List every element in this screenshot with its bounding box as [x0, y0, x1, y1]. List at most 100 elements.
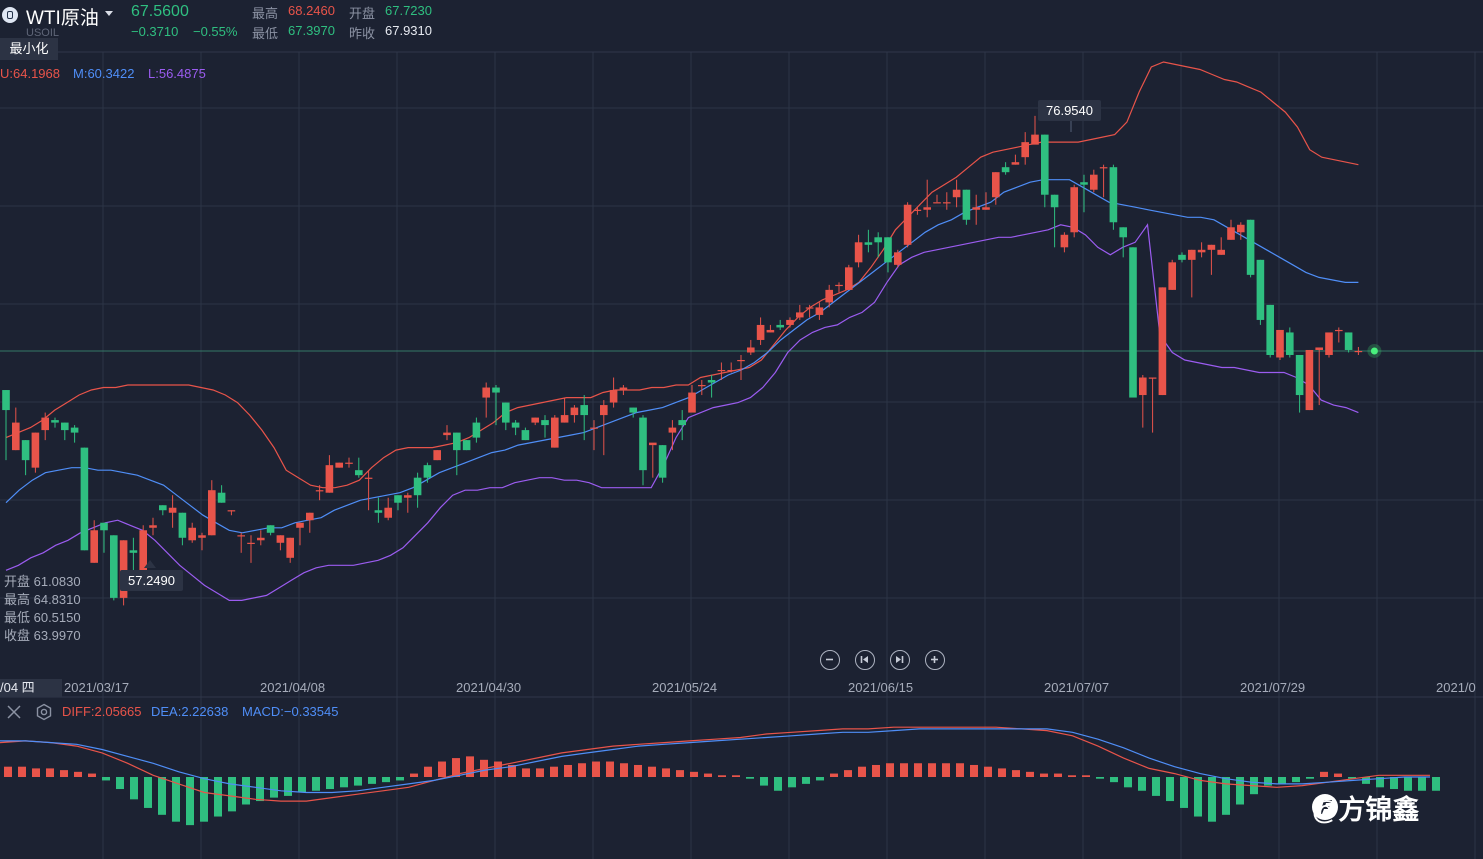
candle: [884, 237, 892, 263]
candle: [41, 417, 49, 431]
macd-bar: [1208, 777, 1216, 822]
candle: [913, 209, 922, 211]
symbol-title[interactable]: WTI原油: [26, 8, 99, 29]
macd-bar: [1432, 777, 1440, 791]
candle: [266, 525, 275, 533]
candle: [1060, 234, 1069, 248]
macd-bar: [886, 763, 894, 777]
candle: [345, 462, 353, 464]
minimize-button[interactable]: 最小化: [0, 38, 58, 60]
candle: [1227, 227, 1235, 240]
candle: [325, 465, 334, 493]
zoom-in-icon[interactable]: [925, 650, 945, 670]
candle: [188, 527, 196, 541]
candle: [649, 442, 657, 446]
candle: [737, 359, 745, 362]
boll-lower-label: L:56.4875: [148, 66, 206, 81]
macd-bar: [228, 777, 236, 812]
zoom-out-icon[interactable]: [820, 650, 840, 670]
macd-bar: [1068, 775, 1076, 777]
macd-bar: [256, 777, 264, 802]
macd-bar: [1054, 773, 1062, 777]
candle: [227, 510, 236, 512]
candle: [119, 540, 128, 598]
macd-bar: [550, 766, 558, 777]
candle: [1335, 329, 1343, 332]
candle: [894, 252, 902, 265]
macd-bar: [858, 766, 866, 777]
macd-bar: [326, 777, 334, 790]
macd-bar: [4, 766, 12, 777]
candle: [864, 242, 873, 245]
candle: [619, 387, 628, 391]
candle: [12, 422, 20, 451]
macd-bar: [200, 777, 208, 822]
candle: [600, 405, 608, 416]
macd-bar: [242, 777, 250, 805]
candle: [1050, 194, 1059, 208]
candle: [756, 324, 765, 340]
candle: [159, 505, 167, 511]
macd-bar: [1236, 777, 1244, 805]
macd-bar: [424, 766, 432, 777]
macd-bar: [508, 764, 516, 777]
macd-bar: [1152, 777, 1160, 796]
candle: [1207, 244, 1216, 250]
macd-bar: [830, 773, 838, 777]
step-forward-icon[interactable]: [890, 650, 910, 670]
macd-bar: [116, 777, 124, 790]
candle: [1031, 134, 1039, 145]
candle: [1080, 182, 1088, 185]
candle: [1129, 247, 1137, 398]
ohlc-close: 收盘 63.9970: [4, 628, 81, 643]
candle: [217, 492, 226, 503]
macd-bar: [102, 777, 110, 781]
candle: [747, 347, 755, 353]
candle: [31, 432, 40, 468]
candle: [609, 390, 618, 403]
boll-upper-line: [5, 61, 1359, 489]
macd-bar: [620, 763, 628, 777]
macd-bar: [648, 766, 656, 777]
caret-down-icon[interactable]: [105, 11, 113, 16]
macd-bar: [1082, 775, 1090, 777]
candle: [208, 490, 216, 536]
macd-bar: [760, 777, 768, 786]
candle: [237, 535, 245, 537]
candle: [531, 417, 539, 423]
macd-bar: [788, 777, 796, 788]
candle: [413, 477, 422, 496]
high-value: 68.2460: [288, 3, 335, 18]
candle: [845, 267, 853, 290]
candle: [570, 407, 579, 416]
macd-bar: [872, 764, 880, 777]
macd-bar: [410, 773, 418, 777]
candle: [1011, 162, 1020, 165]
candle: [1158, 287, 1167, 396]
step-back-icon[interactable]: [855, 650, 875, 670]
candle: [492, 387, 500, 393]
macd-bar: [844, 770, 852, 777]
macd-bar: [1306, 777, 1314, 779]
info-icon[interactable]: [2, 7, 18, 23]
settings-icon[interactable]: [35, 703, 53, 721]
date-tick: 2021/06/15: [848, 680, 914, 695]
macd-bar: [676, 770, 684, 777]
macd-bar: [1096, 777, 1104, 779]
max-price-tag: 76.9540: [1038, 100, 1101, 121]
candle: [110, 535, 118, 598]
macd-bar: [1166, 777, 1174, 802]
macd-bar: [382, 777, 390, 783]
candle: [443, 432, 451, 436]
candle: [374, 510, 383, 513]
candle: [1041, 134, 1049, 195]
boll-middle-line: [5, 179, 1359, 534]
candle: [1119, 227, 1127, 238]
low-label: 最低: [252, 26, 279, 41]
candle: [1276, 329, 1284, 358]
macd-bar: [452, 758, 460, 777]
macd-bar: [368, 777, 376, 784]
close-icon[interactable]: [6, 704, 22, 720]
date-tick: 2021/07/07: [1044, 680, 1110, 695]
